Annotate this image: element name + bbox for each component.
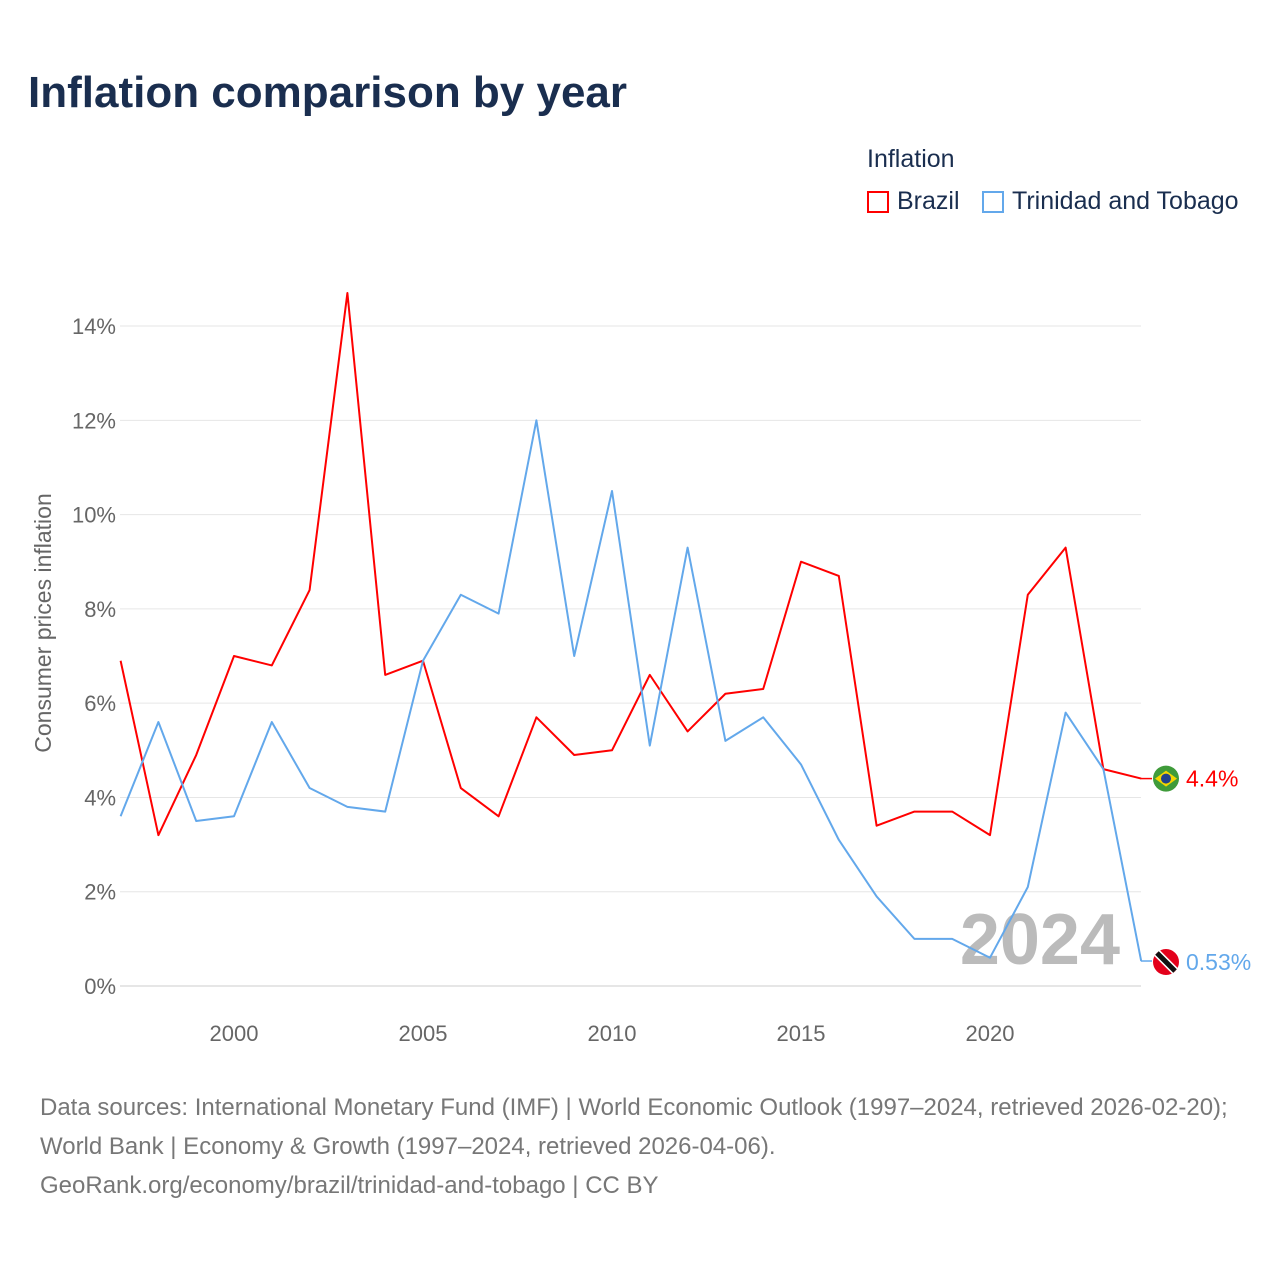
- y-tick-label: 6%: [84, 691, 116, 716]
- legend-swatch: [982, 190, 1004, 213]
- flag-globe: [1161, 773, 1171, 784]
- y-tick-label: 0%: [84, 974, 116, 999]
- x-tick-label: 2000: [210, 1021, 259, 1046]
- y-tick-label: 12%: [72, 408, 116, 433]
- legend-swatch: [867, 190, 889, 213]
- x-tick-label: 2005: [399, 1021, 448, 1046]
- source-url[interactable]: GeoRank.org/economy/brazil/trinidad-and-…: [40, 1172, 659, 1199]
- y-tick-label: 14%: [72, 314, 116, 339]
- y-tick-label: 2%: [84, 880, 116, 905]
- legend-item-brazil[interactable]: Brazil: [867, 187, 960, 216]
- x-tick-label: 2015: [777, 1021, 826, 1046]
- legend-title: Inflation: [867, 145, 955, 173]
- page-title: Inflation comparison by year: [28, 68, 628, 117]
- source-text: Data sources: International Monetary Fun…: [40, 1094, 1228, 1160]
- y-tick-label: 10%: [72, 503, 116, 528]
- x-tick-label: 2020: [966, 1021, 1015, 1046]
- year-watermark: 2024: [960, 900, 1120, 980]
- end-value-label: 4.4%: [1186, 766, 1238, 792]
- source-note: Data sources: International Monetary Fun…: [40, 1088, 1250, 1205]
- series-line-0: [119, 292, 1142, 837]
- series-line-1: [119, 419, 1143, 962]
- x-tick-label: 2010: [588, 1021, 637, 1046]
- y-tick-label: 4%: [84, 785, 116, 810]
- flag-stripe: [1155, 951, 1177, 973]
- legend-label: Brazil: [897, 187, 960, 215]
- legend-item-trinidad[interactable]: Trinidad and Tobago: [982, 187, 1239, 216]
- end-value-label: 0.53%: [1186, 949, 1251, 975]
- y-axis-label: Consumer prices inflation: [30, 493, 56, 753]
- legend-label: Trinidad and Tobago: [1012, 187, 1239, 215]
- y-tick-label: 8%: [84, 597, 116, 622]
